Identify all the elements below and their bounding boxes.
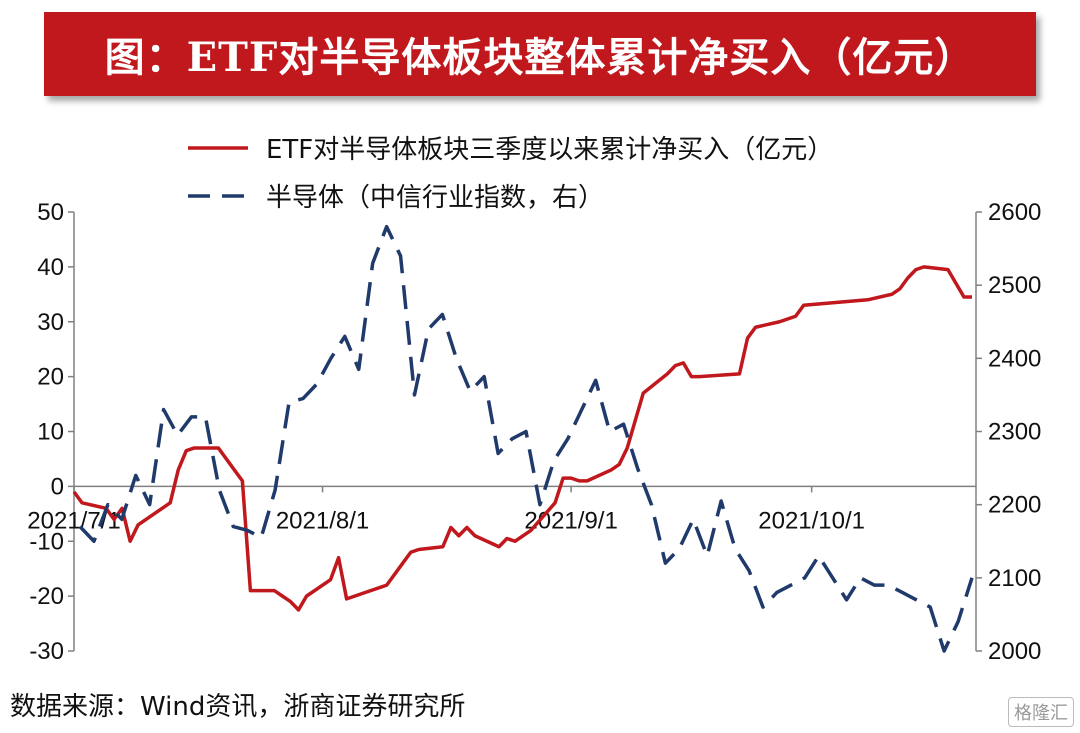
right-tick-label: 2600: [988, 199, 1041, 226]
left-tick-label: -10: [29, 528, 64, 555]
legend: ETF对半导体板块三季度以来累计净买入（亿元） 半导体（中信行业指数，右）: [188, 135, 833, 213]
right-tick-label: 2200: [988, 492, 1041, 519]
left-tick-label: -20: [29, 583, 64, 610]
source-note: 数据来源：Wind资讯，浙商证券研究所: [10, 692, 466, 722]
right-tick-label: 2100: [988, 565, 1041, 592]
left-tick-label: 30: [37, 309, 64, 336]
x-tick-label: 2021/8/1: [276, 507, 369, 534]
title-banner: 图：ETF对半导体板块整体累计净买入（亿元）: [44, 12, 1036, 96]
left-tick-label: 20: [37, 364, 64, 391]
right-tick-label: 2400: [988, 345, 1041, 372]
x-tick-label: 2021/10/1: [758, 507, 865, 534]
left-tick-label: -30: [29, 638, 64, 665]
series-line-net-buy: [72, 265, 972, 612]
legend-label-semiconductor: 半导体（中信行业指数，右）: [266, 183, 604, 213]
right-tick-label: 2000: [988, 638, 1041, 665]
left-tick-label: 40: [37, 254, 64, 281]
left-tick-label: 0: [51, 473, 64, 500]
left-tick-label: 10: [37, 419, 64, 446]
series-line-semiconductor: [78, 224, 974, 653]
watermark: 格隆汇: [1008, 697, 1074, 727]
series: [72, 224, 974, 653]
right-tick-label: 2500: [988, 272, 1041, 299]
left-tick-label: 50: [37, 199, 64, 226]
right-tick-label: 2300: [988, 419, 1041, 446]
chart-title: 图：ETF对半导体板块整体累计净买入（亿元）: [104, 34, 976, 81]
ticks: 50 40 30 20 10 0 -10 -20 -30 2600 2500 2400 2300 2200…: [27, 199, 1041, 665]
legend-label-net-buy: ETF对半导体板块三季度以来累计净买入（亿元）: [266, 135, 833, 165]
